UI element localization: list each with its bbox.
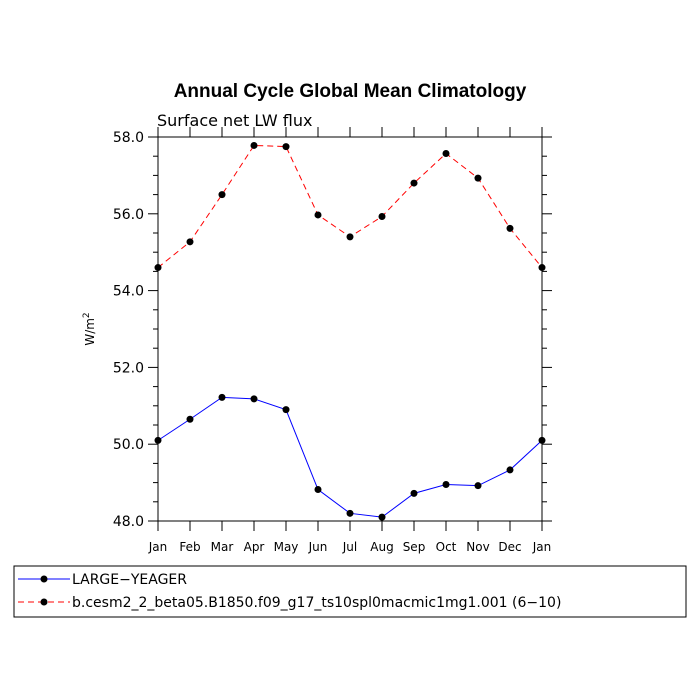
series-point-0 [474,482,482,490]
x-axis-ticks: Jan Feb Mar Apr May Jun Jul Aug Sep Oct Nov Dec Jan [148,127,552,554]
x-tick-label: May [274,540,299,554]
series-point-1 [506,224,514,232]
series-line-1 [157,144,543,268]
series-point-0 [346,509,354,517]
series-point-1 [474,174,482,182]
x-tick-label: Oct [436,540,457,554]
x-tick-label: Aug [370,540,393,554]
y-axis-label-superscript: 2 [82,312,92,318]
series-point-0 [314,486,322,494]
y-axis-label: W/m2 [82,312,97,345]
series-point-0 [506,466,514,474]
series-point-0 [538,436,546,444]
series-point-0 [186,415,194,423]
x-tick-label: Jan [148,540,168,554]
x-tick-label: Feb [179,540,200,554]
series-layer [154,141,546,521]
series-point-0 [410,489,418,497]
x-tick-label: Apr [244,540,265,554]
series-point-1 [218,191,226,199]
series-point-1 [186,238,194,246]
y-tick-label: 48.0 [113,514,144,530]
y-axis-label-text: W/m [83,318,97,346]
series-line-0 [157,396,543,518]
series-point-0 [218,393,226,401]
x-tick-label: Jan [532,540,552,554]
chart-subtitle: Surface net LW flux [157,111,312,130]
series-point-0 [154,436,162,444]
legend-label-1: b.cesm2_2_beta05.B1850.f09_g17_ts10spl0m… [72,595,561,611]
series-point-1 [410,179,418,187]
legend-marker-0 [40,575,48,583]
y-tick-label: 50.0 [113,437,144,453]
series-point-1 [346,233,354,241]
series-point-1 [314,211,322,219]
x-tick-label: Mar [211,540,234,554]
legend: LARGE−YEAGER b.cesm2_2_beta05.B1850.f09_g… [13,565,687,618]
series-point-0 [250,395,258,403]
series-point-1 [378,212,386,220]
legend-label-0: LARGE−YEAGER [72,572,187,588]
series-point-1 [538,264,546,272]
x-tick-label: Sep [403,540,426,554]
series-point-1 [154,264,162,272]
y-axis-ticks: 48.0 50.0 52.0 54.0 56.0 58.0 [113,130,552,530]
y-tick-label: 58.0 [113,130,144,146]
series-point-1 [442,150,450,158]
x-tick-label: Dec [498,540,521,554]
series-point-0 [282,406,290,414]
x-tick-label: Jul [342,540,357,554]
y-tick-label: 54.0 [113,284,144,300]
legend-marker-1 [40,598,48,606]
legend-box [13,565,687,618]
series-point-1 [250,141,258,149]
chart-title: Annual Cycle Global Mean Climatology [174,81,527,102]
series-point-0 [378,513,386,521]
y-tick-label: 52.0 [113,360,144,376]
series-point-1 [282,143,290,151]
x-tick-label: Jun [308,540,328,554]
x-tick-label: Nov [466,540,489,554]
series-point-0 [442,481,450,489]
plot-frame [157,136,543,522]
y-tick-label: 56.0 [113,207,144,223]
